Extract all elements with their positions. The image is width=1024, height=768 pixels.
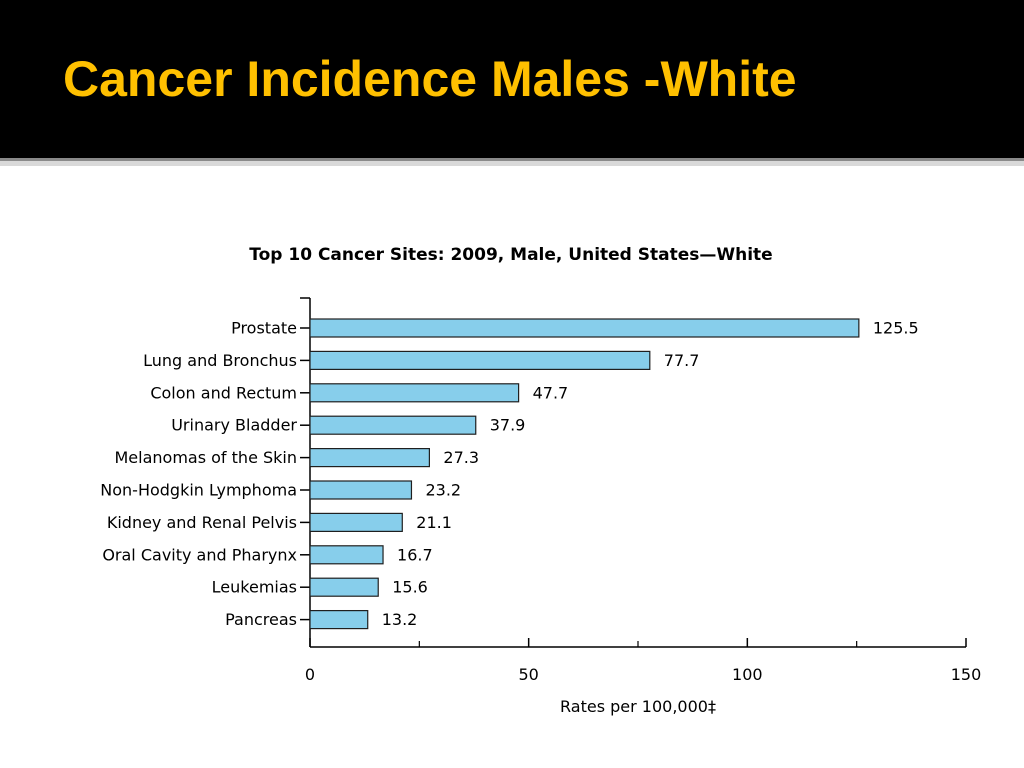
- data-label: 23.2: [425, 481, 461, 500]
- category-label: Oral Cavity and Pharynx: [102, 545, 297, 564]
- category-label: Urinary Bladder: [171, 416, 297, 435]
- x-tick-label: 100: [732, 665, 763, 684]
- category-label: Lung and Bronchus: [143, 351, 297, 370]
- data-label: 47.7: [533, 383, 569, 402]
- slide-title: Cancer Incidence Males -White: [63, 51, 797, 107]
- category-label: Kidney and Renal Pelvis: [107, 513, 297, 532]
- category-label: Prostate: [231, 319, 297, 338]
- bar: [309, 512, 403, 533]
- x-axis-label: Rates per 100,000‡: [560, 697, 716, 716]
- bar: [309, 350, 651, 370]
- category-label: Melanomas of the Skin: [115, 448, 298, 467]
- y-axis: Prostate Lung and Bronchus Colon and Rectu…: [100, 297, 311, 647]
- title-bar-rule-light: [0, 161, 1024, 166]
- data-label: 13.2: [382, 610, 418, 629]
- bar: [309, 448, 430, 468]
- data-label: 21.1: [416, 513, 452, 532]
- x-tick-label: 150: [951, 665, 982, 684]
- category-label: Colon and Rectum: [150, 383, 297, 402]
- bar: [309, 609, 369, 630]
- bar: [309, 383, 520, 403]
- data-label: 125.5: [873, 319, 919, 338]
- data-label: 15.6: [392, 578, 428, 597]
- title-bar: [0, 0, 1024, 158]
- x-axis: 0 50 100 150: [305, 638, 981, 684]
- title-bar-rule: [0, 158, 1024, 161]
- bars: 125.5 77.7 47.7 37.9 27.3 23.2 21.1 16.7 15.6 13.…: [309, 318, 919, 630]
- x-tick-label: 50: [518, 665, 538, 684]
- data-label: 37.9: [490, 416, 526, 435]
- x-tick-label: 0: [305, 665, 315, 684]
- category-label: Pancreas: [225, 610, 297, 629]
- bar: [309, 415, 477, 435]
- bar: [309, 545, 384, 565]
- bar: [309, 577, 379, 597]
- data-label: 77.7: [664, 351, 700, 370]
- bar: [309, 480, 413, 500]
- bar: [309, 318, 860, 338]
- category-label: Non-Hodgkin Lymphoma: [100, 481, 297, 500]
- category-label: Leukemias: [212, 578, 297, 597]
- data-label: 27.3: [443, 448, 479, 467]
- data-label: 16.7: [397, 545, 433, 564]
- chart-title: Top 10 Cancer Sites: 2009, Male, United …: [249, 245, 772, 265]
